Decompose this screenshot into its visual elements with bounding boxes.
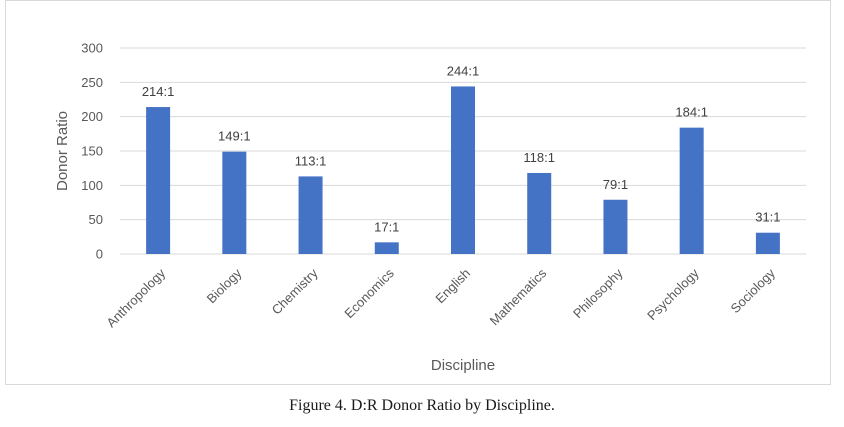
y-tick-label: 300 (81, 41, 103, 56)
y-tick-label: 0 (96, 247, 103, 262)
x-tick-label: Sociology (728, 265, 779, 316)
bar-economics (374, 242, 399, 254)
data-label: 79:1 (603, 177, 628, 192)
bar-chart: 0 50 100 150 200 250 300 214:1 149:1 113:1 17:1 24… (54, 41, 806, 374)
data-label: 184:1 (675, 105, 708, 120)
bar-anthropology (146, 107, 171, 254)
data-label: 17:1 (374, 219, 399, 234)
data-label: 113:1 (295, 153, 327, 168)
x-tick-label: Psychology (644, 265, 702, 323)
y-tick-label: 200 (81, 109, 103, 124)
data-labels: 214:1 149:1 113:1 17:1 244:1 118:1 79:1 184:1 31… (142, 63, 781, 234)
x-tick-label: Biology (204, 265, 245, 306)
bar-philosophy (603, 199, 628, 254)
y-axis-title: Donor Ratio (54, 111, 71, 191)
x-tick-label: English (432, 266, 473, 307)
data-label: 149:1 (218, 129, 251, 144)
x-tick-label: Chemistry (269, 265, 321, 317)
x-axis-title: Discipline (431, 357, 495, 374)
figure-caption: Figure 4. D:R Donor Ratio by Discipline. (289, 397, 555, 414)
bar-chemistry (298, 176, 323, 254)
x-axis-ticks: Anthropology Biology Chemistry Economics Eng… (103, 265, 778, 330)
bar-biology (222, 151, 247, 254)
bar-sociology (755, 232, 780, 254)
bars (146, 86, 780, 254)
data-label: 244:1 (447, 63, 480, 78)
x-tick-label: Mathematics (487, 265, 550, 328)
data-label: 31:1 (755, 210, 780, 225)
data-label: 118:1 (523, 150, 555, 165)
x-tick-label: Economics (341, 265, 397, 321)
bar-mathematics (527, 172, 552, 254)
y-tick-label: 150 (81, 144, 103, 159)
data-label: 214:1 (142, 84, 175, 99)
x-tick-label: Philosophy (570, 265, 626, 321)
bar-english (451, 86, 475, 254)
y-tick-label: 250 (81, 75, 103, 90)
bar-psychology (679, 127, 704, 254)
y-tick-label: 50 (89, 212, 103, 227)
y-tick-label: 100 (81, 178, 103, 193)
y-axis-ticks: 0 50 100 150 200 250 300 (81, 41, 103, 262)
x-tick-label: Anthropology (103, 265, 168, 330)
